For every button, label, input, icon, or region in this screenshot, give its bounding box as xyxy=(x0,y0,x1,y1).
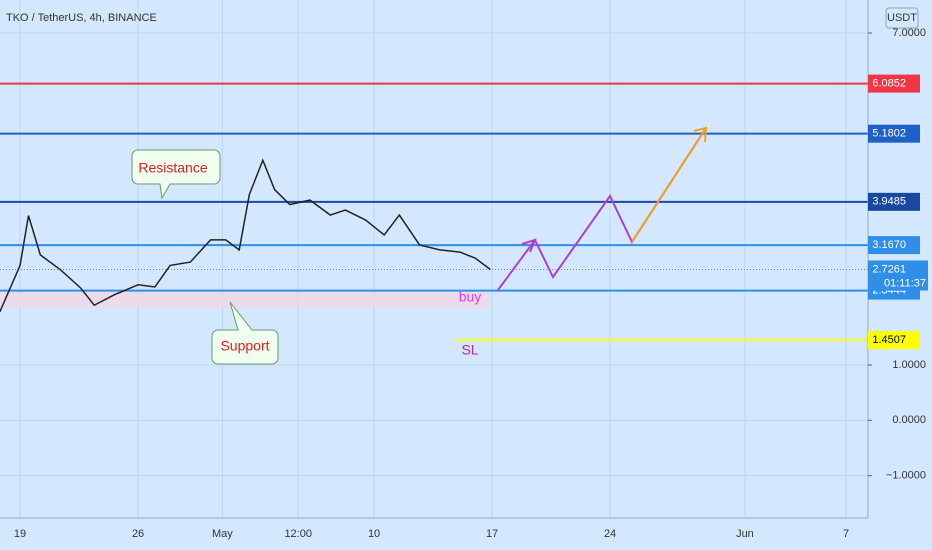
axis: 7.0000 1.0000 0.0000 −1.0000 19 26 May 12:00 10 1… xyxy=(14,27,928,540)
level-label: 3.9485 xyxy=(872,196,906,208)
level-badge xyxy=(868,331,920,350)
current-price: 2.7261 xyxy=(872,263,906,275)
countdown: 01:11:37 xyxy=(884,277,926,289)
y-tick-label: 7.0000 xyxy=(892,27,926,39)
level-badge xyxy=(868,74,920,93)
x-tick-label: 12:00 xyxy=(284,528,312,540)
currency-box xyxy=(885,7,919,29)
currency: USDT xyxy=(887,12,917,24)
projection-up xyxy=(631,127,707,243)
arrow-head xyxy=(693,126,708,143)
arrow-head xyxy=(521,238,537,253)
x-tick-label: 17 xyxy=(486,528,498,540)
levels xyxy=(0,82,868,342)
price-line xyxy=(0,158,491,313)
x-tick-label: 7 xyxy=(843,528,849,540)
level-badge xyxy=(868,124,920,143)
level-label: 6.0852 xyxy=(872,78,906,90)
annotation: SL xyxy=(461,342,478,358)
annotation: Resistance xyxy=(138,160,207,176)
x-tick-label: 26 xyxy=(132,528,144,540)
grid xyxy=(0,0,868,518)
x-tick-label: 10 xyxy=(368,528,380,540)
annotation: buy xyxy=(459,289,482,305)
title: TKO / TetherUS, 4h, BINANCE xyxy=(6,12,157,24)
level-badge xyxy=(868,192,920,211)
plot xyxy=(0,158,491,313)
level-badge xyxy=(868,236,920,255)
support-zone xyxy=(0,290,490,308)
price-badge xyxy=(868,260,928,291)
x-tick-label: Jun xyxy=(736,528,754,540)
callout xyxy=(211,301,279,365)
y-tick-label: 0.0000 xyxy=(892,414,926,426)
level-label: 5.1802 xyxy=(872,128,906,140)
y-tick-label: 1.0000 xyxy=(892,359,926,371)
level-label: 3.1670 xyxy=(872,239,906,251)
x-tick-label: May xyxy=(212,528,233,540)
y-tick-label: −1.0000 xyxy=(886,470,926,482)
annotation: Support xyxy=(220,338,269,354)
x-tick-label: 19 xyxy=(14,528,26,540)
x-tick-label: 24 xyxy=(604,528,616,540)
level-label: 1.4507 xyxy=(872,334,906,346)
callout xyxy=(131,149,221,200)
